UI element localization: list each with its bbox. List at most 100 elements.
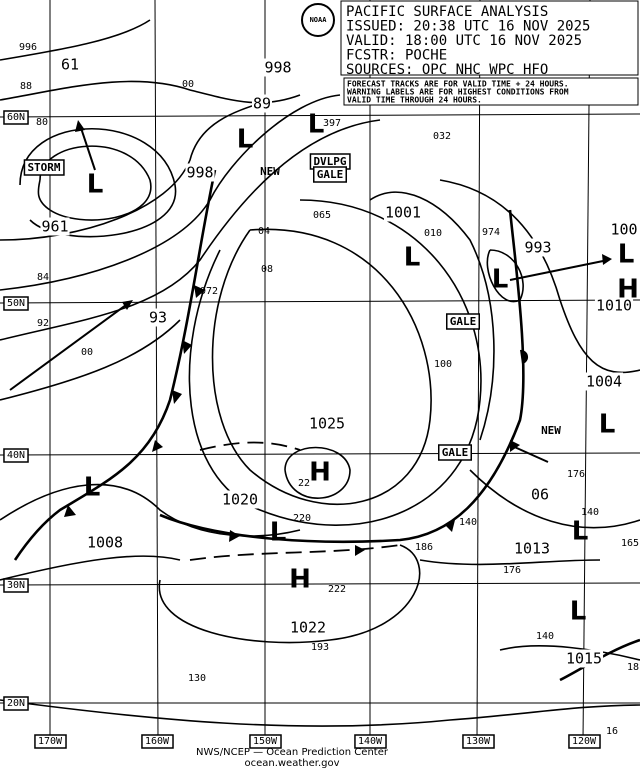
- longitude-label: 140W: [358, 736, 383, 747]
- isobar: [0, 119, 381, 341]
- pressure-label: 165: [621, 538, 639, 549]
- pressure-center: H: [309, 458, 331, 488]
- trough: [189, 544, 401, 561]
- longitude-label: 120W: [572, 736, 597, 747]
- header-frame: [340, 0, 639, 76]
- isobar: [369, 191, 495, 441]
- lon-line: [154, 0, 159, 741]
- lon-line: [476, 0, 481, 741]
- pressure-center: H: [289, 565, 311, 595]
- pressure-label: 1020: [222, 491, 258, 509]
- lon-line: [582, 0, 591, 741]
- label-bg: [584, 372, 624, 391]
- front-pip: [182, 340, 192, 354]
- pressure-center: H: [617, 275, 639, 305]
- graticule: [0, 0, 640, 741]
- label-bg: [40, 217, 70, 236]
- pressure-label: 222: [328, 584, 346, 595]
- pressure-label: 397: [323, 118, 341, 129]
- longitude-label-box: [462, 734, 495, 749]
- isobar: [188, 199, 482, 526]
- tracks: [9, 120, 612, 463]
- label-bg: [251, 94, 273, 113]
- arrow-head: [122, 300, 133, 310]
- pressure-label: 010: [424, 228, 442, 239]
- pressure-label: 92: [37, 318, 49, 329]
- warning-label: STORM: [27, 161, 60, 174]
- pressure-label: 065: [313, 210, 331, 221]
- latitude-label-box: [3, 296, 29, 311]
- track-arrow: [509, 259, 609, 281]
- isobar: [0, 555, 181, 581]
- notice-line: VALID TIME THROUGH 24 HOURS.: [347, 96, 482, 105]
- latitude-label: 60N: [7, 112, 25, 123]
- label-bg: [512, 539, 552, 558]
- pressure-label: 993: [524, 239, 551, 257]
- longitude-label: 130W: [466, 736, 491, 747]
- footer-line: ocean.weather.gov: [244, 758, 339, 768]
- label-bg: [220, 490, 260, 509]
- latitude-label-box: [3, 448, 29, 463]
- pressure-label: 16: [606, 726, 618, 737]
- pressure-label: 1015: [566, 650, 602, 668]
- pressure-center: L: [237, 125, 254, 155]
- pressure-label: 1004: [586, 373, 622, 391]
- isobar: [19, 127, 177, 238]
- header-line: FCSTR: POCHE: [346, 48, 447, 64]
- pressure-center: L: [270, 518, 287, 548]
- front-pip: [510, 440, 520, 452]
- latitude-label: 30N: [7, 580, 25, 591]
- label-bg: [564, 649, 604, 668]
- pressure-label: 1025: [309, 415, 345, 433]
- label-bg: [185, 163, 215, 182]
- front-pip: [64, 505, 76, 517]
- isobar: [0, 319, 181, 401]
- label-bg: [288, 618, 328, 637]
- pressure-label: 04: [258, 226, 270, 237]
- isobar: [499, 645, 640, 661]
- isobar: [0, 699, 640, 727]
- warning-label-box: [313, 166, 347, 183]
- pressure-label: 22: [298, 478, 310, 489]
- isobar: [439, 179, 640, 374]
- label-bg: [383, 203, 423, 222]
- pressure-label: 996: [19, 42, 37, 53]
- label-bg: [263, 58, 293, 77]
- front-pip: [229, 530, 240, 542]
- pressure-label: 00: [182, 79, 194, 90]
- trough: [199, 441, 301, 451]
- label-bg: [147, 308, 169, 327]
- arrow-head: [602, 254, 612, 265]
- label-bg: [523, 238, 553, 257]
- fronts: [13, 169, 640, 682]
- isobar: [419, 559, 601, 566]
- latitude-label: 40N: [7, 450, 25, 461]
- isobar: [211, 228, 432, 505]
- pressure-label: 84: [37, 272, 49, 283]
- arrow-head: [75, 120, 85, 132]
- occluded-front: [159, 209, 525, 544]
- pressure-label: 130: [188, 673, 206, 684]
- pressure-label: 032: [433, 131, 451, 142]
- pressure-label: 193: [311, 642, 329, 653]
- pressure-label: 08: [261, 264, 273, 275]
- warning-label: GALE: [450, 315, 477, 328]
- pressure-label: 140: [536, 631, 554, 642]
- front-pip: [445, 520, 455, 532]
- front-pip: [172, 390, 182, 404]
- pressure-label: 93: [149, 309, 167, 327]
- status-label: NEW: [541, 424, 561, 437]
- lat-line: [0, 582, 640, 586]
- pressure-label: 961: [41, 218, 68, 236]
- latitude-label-box: [3, 578, 29, 593]
- latitude-label: 50N: [7, 298, 25, 309]
- pressure-center: L: [492, 265, 509, 295]
- label-bg: [609, 220, 639, 239]
- pressure-label: 998: [186, 164, 213, 182]
- pressure-label: 186: [415, 542, 433, 553]
- notice-line: FORECAST TRACKS ARE FOR VALID TIME + 24 …: [347, 80, 569, 89]
- pressure-label: 1013: [514, 540, 550, 558]
- latitude-label: 20N: [7, 698, 25, 709]
- pressure-label: 100: [434, 359, 452, 370]
